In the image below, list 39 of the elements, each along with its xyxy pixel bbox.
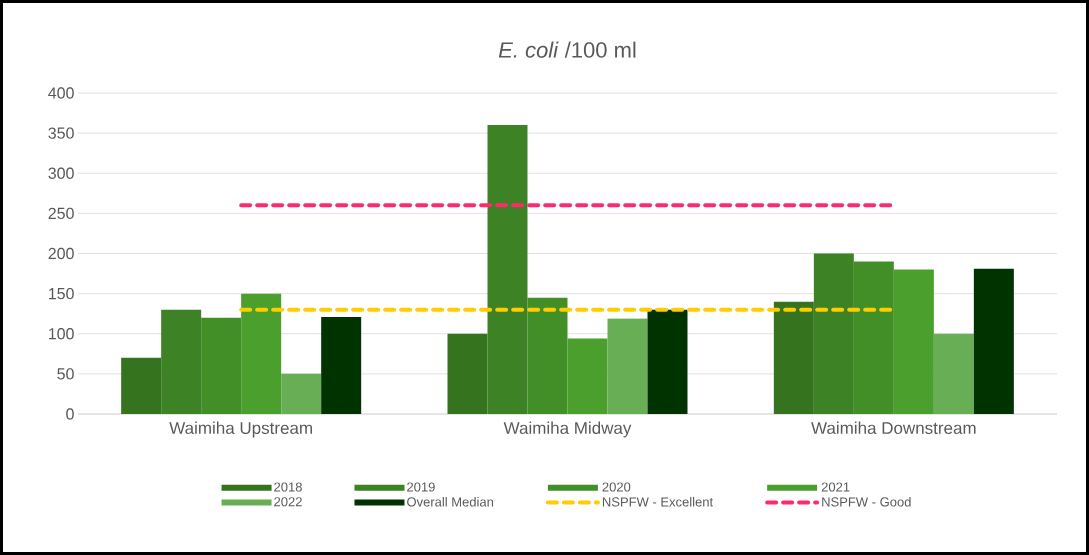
bar (121, 357, 162, 414)
bar (527, 297, 568, 414)
bar (607, 318, 648, 414)
y-tick-label: 350 (48, 127, 74, 139)
bar (933, 333, 974, 414)
bar (813, 253, 854, 414)
y-tick-label: 300 (48, 167, 74, 179)
y-tick-label: 100 (49, 328, 74, 340)
y-tick-label: 250 (48, 207, 74, 220)
y-tick-label: 400 (48, 87, 74, 99)
x-tick-label: Waimiha Midway (503, 421, 632, 438)
bar (487, 125, 528, 414)
y-tick-label: 50 (57, 368, 74, 380)
x-tick-label: Waimiha Upstream (169, 421, 312, 438)
legend-label: 2021 (821, 482, 850, 492)
chart-title: E. coli /100 ml (498, 41, 636, 58)
y-tick-label: 150 (49, 287, 74, 300)
bar (201, 317, 242, 414)
x-tick-label: Waimiha Downstream (811, 421, 976, 435)
legend-label: 2019 (407, 482, 435, 492)
legend-label: NSPFW - Excellent (602, 496, 714, 507)
legend-label: 2022 (274, 497, 302, 507)
bar (241, 293, 282, 414)
bar (853, 261, 894, 414)
bar (773, 301, 814, 414)
bar (281, 373, 322, 414)
bar (567, 338, 608, 414)
bar (447, 333, 488, 414)
bar (973, 268, 1014, 414)
bar (893, 269, 934, 414)
legend-label: NSPFW - Good (822, 496, 911, 507)
y-tick-label: 200 (48, 247, 74, 260)
legend-label: 2018 (274, 482, 302, 492)
bar (647, 309, 688, 414)
legend-label: Overall Median (407, 496, 494, 507)
bar (321, 316, 362, 414)
bar (161, 309, 202, 414)
legend-label: 2020 (602, 482, 631, 492)
y-tick-label: 0 (66, 408, 74, 420)
